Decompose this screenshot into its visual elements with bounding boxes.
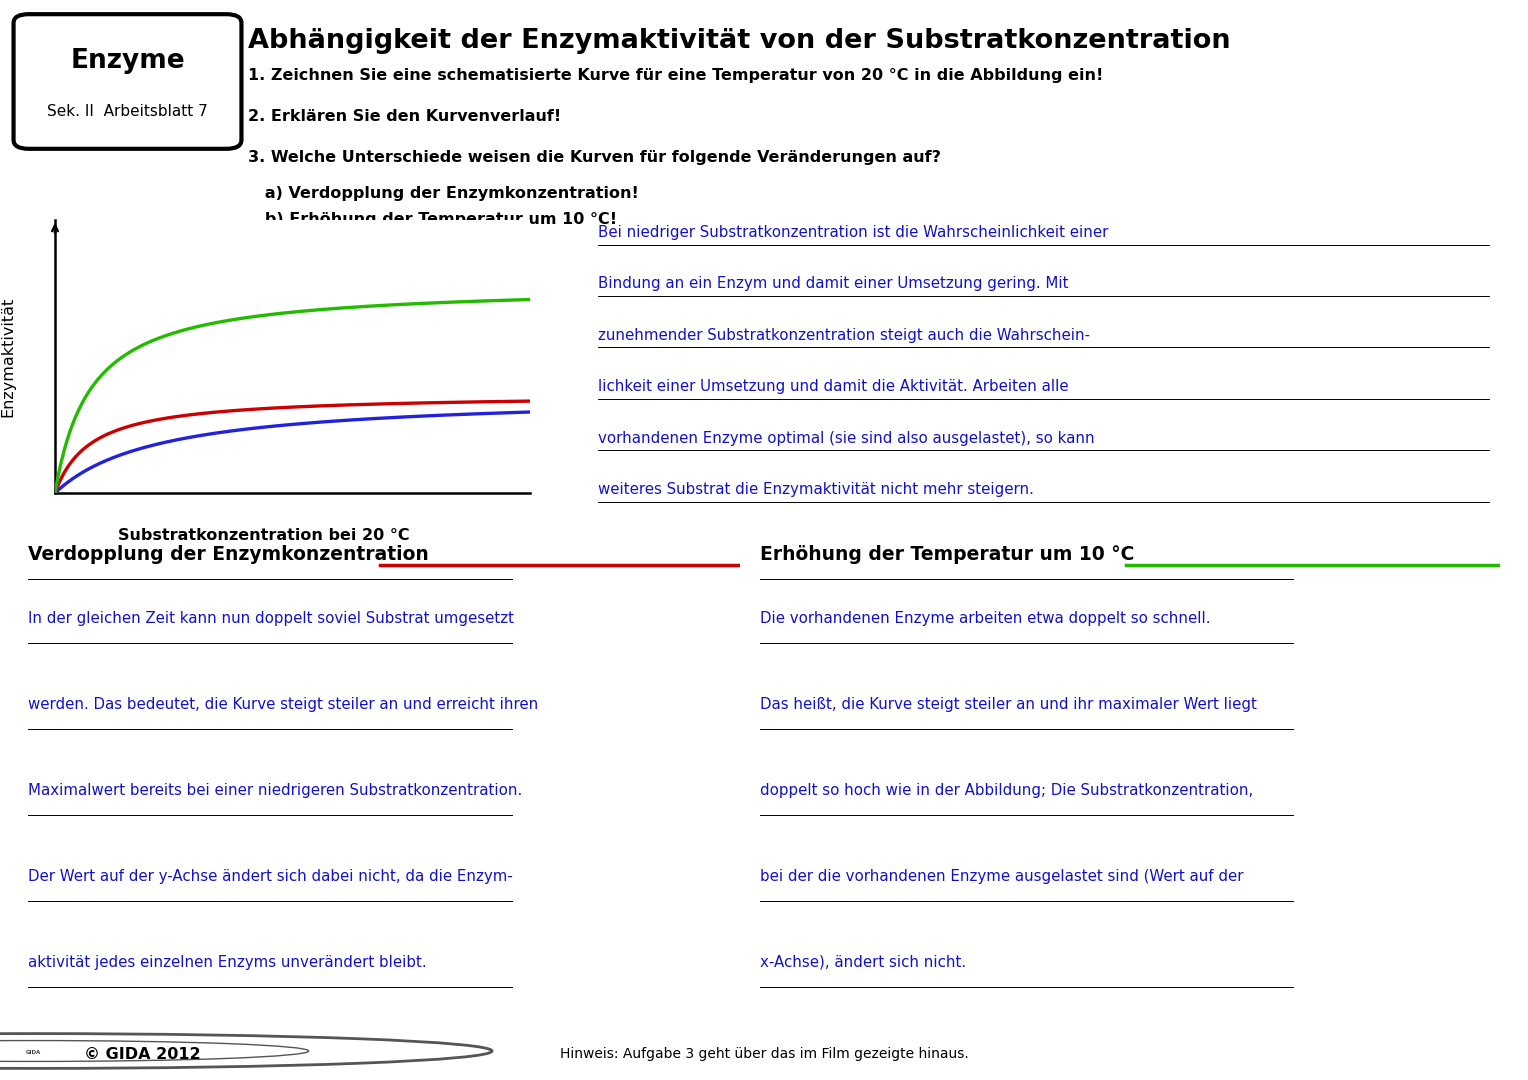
- Text: Der Wert auf der y-Achse ändert sich dabei nicht, da die Enzym-: Der Wert auf der y-Achse ändert sich dab…: [28, 868, 513, 883]
- Text: b) Erhöhung der Temperatur um 10 °C!: b) Erhöhung der Temperatur um 10 °C!: [248, 212, 617, 227]
- Text: Verdopplung der Enzymkonzentration: Verdopplung der Enzymkonzentration: [28, 545, 429, 564]
- Text: Enzyme: Enzyme: [70, 49, 185, 75]
- Text: In der gleichen Zeit kann nun doppelt soviel Substrat umgesetzt: In der gleichen Zeit kann nun doppelt so…: [28, 611, 513, 625]
- Text: werden. Das bedeutet, die Kurve steigt steiler an und erreicht ihren: werden. Das bedeutet, die Kurve steigt s…: [28, 697, 538, 712]
- Text: 1. Zeichnen Sie eine schematisierte Kurve für eine Temperatur von 20 °C in die A: 1. Zeichnen Sie eine schematisierte Kurv…: [248, 68, 1103, 83]
- FancyBboxPatch shape: [14, 14, 241, 149]
- Text: 2. Erklären Sie den Kurvenverlauf!: 2. Erklären Sie den Kurvenverlauf!: [248, 109, 561, 124]
- Text: Die vorhandenen Enzyme arbeiten etwa doppelt so schnell.: Die vorhandenen Enzyme arbeiten etwa dop…: [759, 611, 1210, 625]
- Text: a) Verdopplung der Enzymkonzentration!: a) Verdopplung der Enzymkonzentration!: [248, 186, 639, 201]
- Text: Bei niedriger Substratkonzentration ist die Wahrscheinlichkeit einer: Bei niedriger Substratkonzentration ist …: [597, 225, 1108, 240]
- Text: Das heißt, die Kurve steigt steiler an und ihr maximaler Wert liegt: Das heißt, die Kurve steigt steiler an u…: [759, 697, 1258, 712]
- Text: Enzymaktivität: Enzymaktivität: [0, 296, 15, 417]
- Text: weiteres Substrat die Enzymaktivität nicht mehr steigern.: weiteres Substrat die Enzymaktivität nic…: [597, 483, 1034, 497]
- Text: aktivität jedes einzelnen Enzyms unverändert bleibt.: aktivität jedes einzelnen Enzyms unverän…: [28, 955, 426, 970]
- Text: bei der die vorhandenen Enzyme ausgelastet sind (Wert auf der: bei der die vorhandenen Enzyme ausgelast…: [759, 868, 1244, 883]
- Text: Erhöhung der Temperatur um 10 °C: Erhöhung der Temperatur um 10 °C: [759, 545, 1134, 564]
- Text: zunehmender Substratkonzentration steigt auch die Wahrschein-: zunehmender Substratkonzentration steigt…: [597, 328, 1089, 343]
- Text: lichkeit einer Umsetzung und damit die Aktivität. Arbeiten alle: lichkeit einer Umsetzung und damit die A…: [597, 379, 1068, 394]
- Text: Substratkonzentration bei 20 °C: Substratkonzentration bei 20 °C: [118, 528, 410, 543]
- Text: doppelt so hoch wie in der Abbildung; Die Substratkonzentration,: doppelt so hoch wie in der Abbildung; Di…: [759, 783, 1253, 798]
- Text: Sek. II  Arbeitsblatt 7: Sek. II Arbeitsblatt 7: [47, 105, 208, 120]
- Text: Bindung an ein Enzym und damit einer Umsetzung gering. Mit: Bindung an ein Enzym und damit einer Ums…: [597, 276, 1068, 292]
- Text: © GIDA 2012: © GIDA 2012: [84, 1047, 200, 1062]
- Text: Hinweis: Aufgabe 3 geht über das im Film gezeigte hinaus.: Hinweis: Aufgabe 3 geht über das im Film…: [559, 1048, 969, 1062]
- Text: 3. Welche Unterschiede weisen die Kurven für folgende Veränderungen auf?: 3. Welche Unterschiede weisen die Kurven…: [248, 150, 941, 165]
- Text: x-Achse), ändert sich nicht.: x-Achse), ändert sich nicht.: [759, 955, 966, 970]
- Text: GIDA: GIDA: [26, 1050, 41, 1055]
- Text: Maximalwert bereits bei einer niedrigeren Substratkonzentration.: Maximalwert bereits bei einer niedrigere…: [28, 783, 523, 798]
- Text: vorhandenen Enzyme optimal (sie sind also ausgelastet), so kann: vorhandenen Enzyme optimal (sie sind als…: [597, 431, 1094, 446]
- Text: Abhängigkeit der Enzymaktivität von der Substratkonzentration: Abhängigkeit der Enzymaktivität von der …: [248, 28, 1230, 54]
